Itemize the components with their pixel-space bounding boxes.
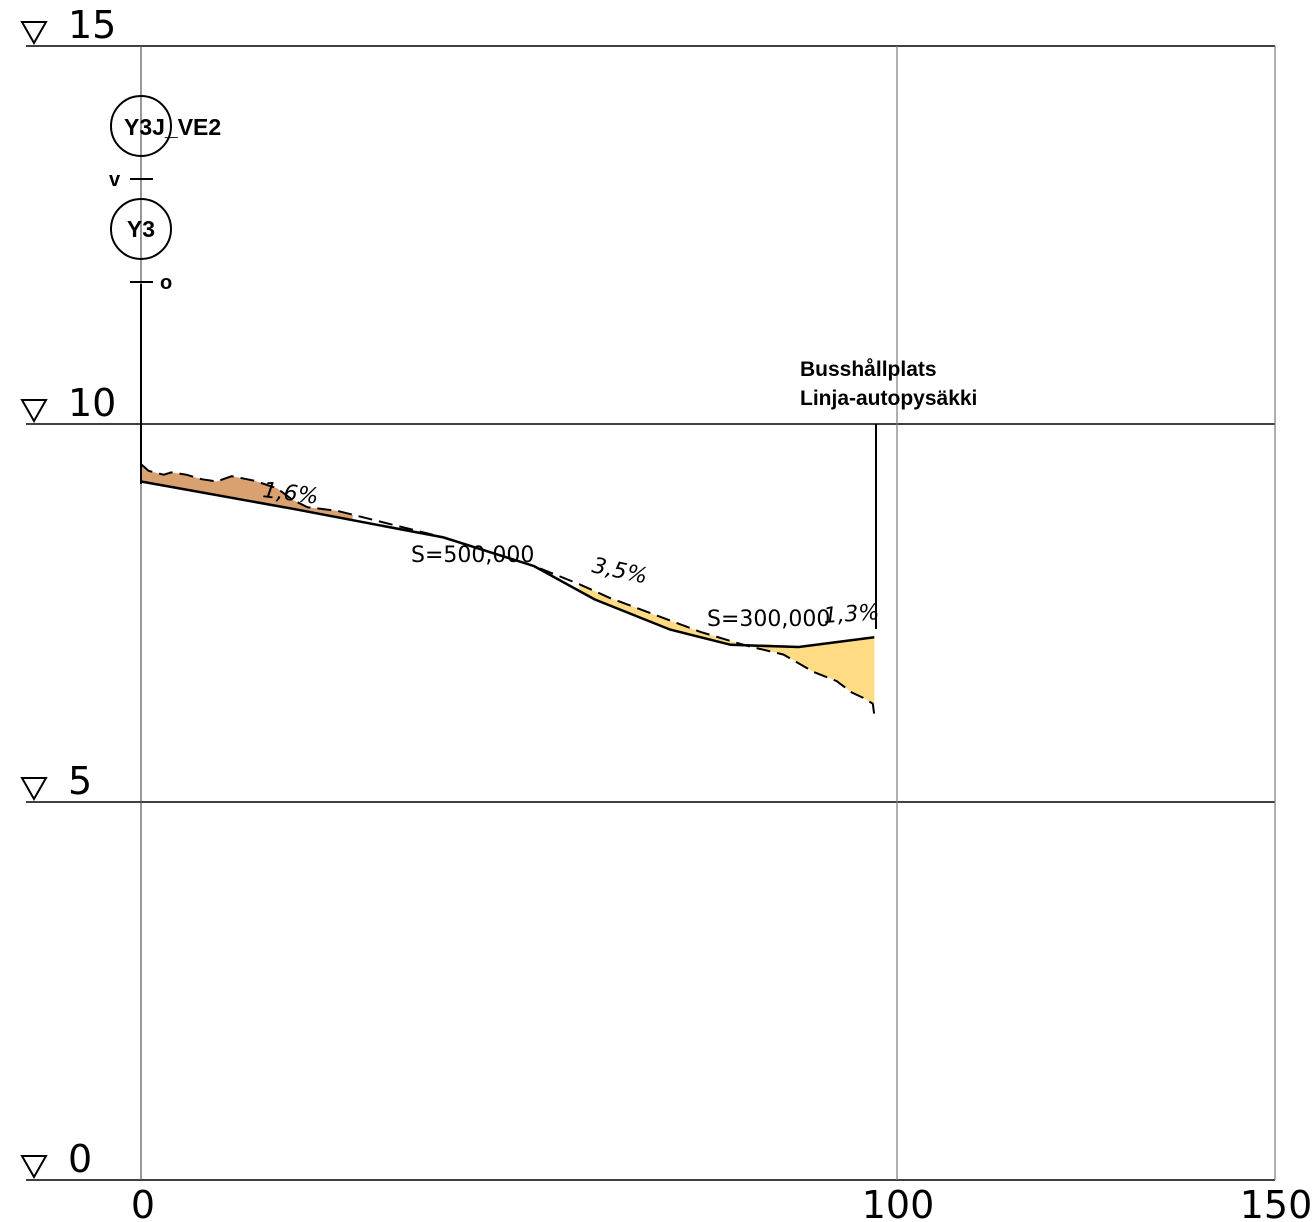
station-circle-y3 [110, 198, 172, 260]
cut-area [141, 464, 353, 521]
curve-label-s500000: S=500,000 [411, 543, 534, 568]
station-labels: 0 100 150 [131, 1183, 1312, 1222]
bus-stop-label-sv: Busshållplats [800, 358, 937, 381]
station-label-0: 0 [131, 1183, 155, 1222]
bus-stop-label-fi: Linja-autopysäkki [800, 387, 977, 410]
elevation-label-0: 0 [68, 1137, 92, 1181]
fill-area [579, 584, 875, 716]
elevation-marker-10: 10 [20, 381, 116, 425]
elevation-triangle-icon [20, 1155, 48, 1180]
bus-stop-marker: Busshållplats Linja-autopysäkki [800, 358, 977, 629]
elevation-triangle-icon [20, 399, 48, 424]
offset-label-v: v [109, 169, 121, 191]
grid [26, 45, 1276, 1181]
elevation-triangle-icon [20, 777, 48, 802]
elevation-marker-0: 0 [20, 1137, 92, 1181]
grade-label-1-3: 1,3% [823, 600, 881, 629]
elevation-label-15: 15 [68, 3, 116, 47]
elevation-label-5: 5 [68, 759, 92, 803]
station-circle-y3j [110, 95, 172, 157]
elevation-marker-5: 5 [20, 759, 92, 803]
elevation-marker-15: 15 [20, 3, 116, 47]
elevation-label-10: 10 [68, 381, 116, 425]
curve-label-s300000: S=300,000 [707, 607, 830, 632]
elevation-triangle-icon [20, 21, 48, 46]
station-label-100: 100 [862, 1183, 935, 1222]
design-grade-line [140, 480, 875, 649]
offset-label-o: o [160, 272, 172, 294]
grade-label-3-5: 3,5% [590, 553, 650, 589]
station-label-y3j-ve2: Y3J_VE2 [124, 114, 221, 140]
ground-line [140, 463, 876, 716]
station-label-150: 150 [1240, 1183, 1313, 1222]
grade-annotations: 1,6% S=500,000 3,5% S=300,000 1,3% [261, 478, 880, 632]
start-marker: Y3J_VE2 v Y3 o [109, 95, 221, 484]
elevation-labels: 15 10 5 0 [20, 3, 116, 1181]
station-label-y3: Y3 [127, 216, 155, 242]
